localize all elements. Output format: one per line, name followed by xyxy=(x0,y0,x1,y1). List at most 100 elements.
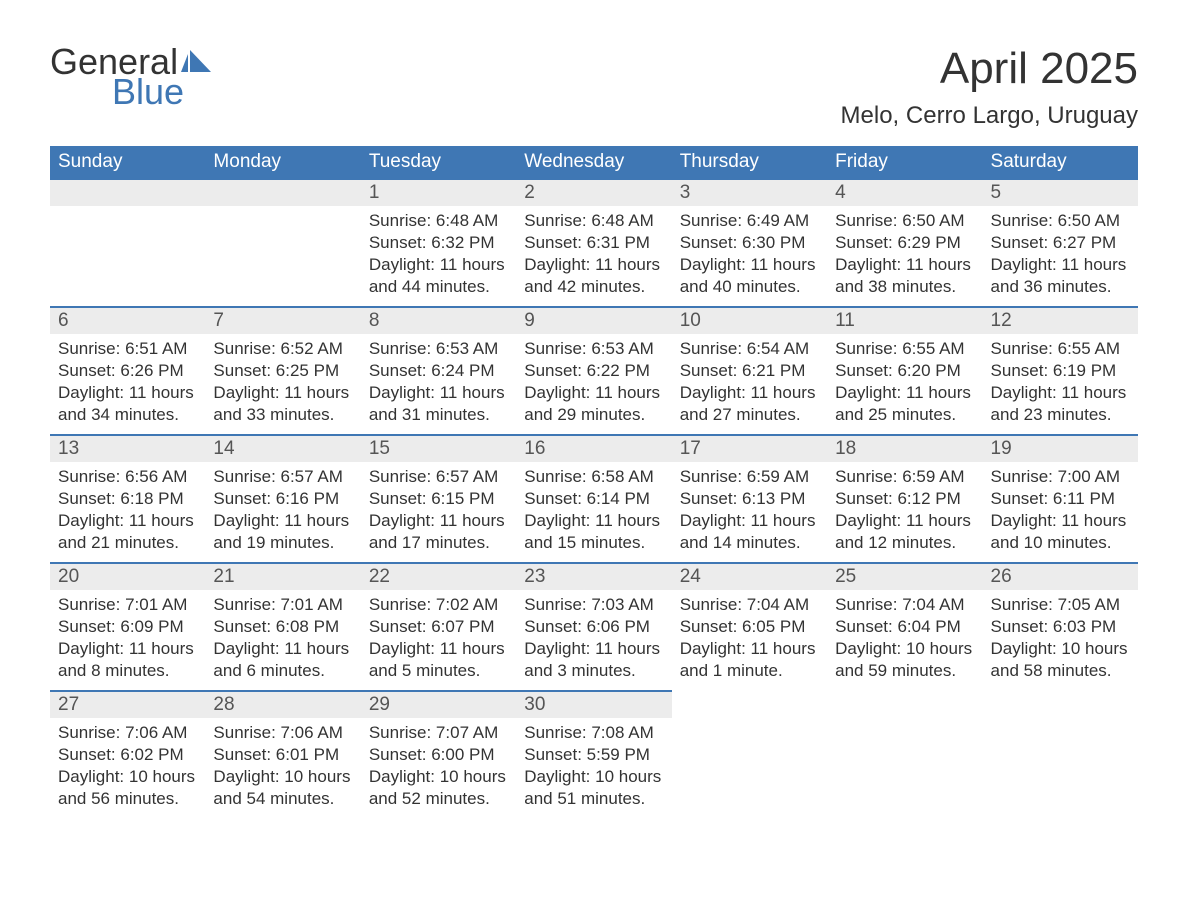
day-body: Sunrise: 6:53 AMSunset: 6:24 PMDaylight:… xyxy=(361,334,516,432)
day-cell: 14Sunrise: 6:57 AMSunset: 6:16 PMDayligh… xyxy=(205,435,360,563)
day-header: Monday xyxy=(205,146,360,179)
day-number: 17 xyxy=(672,436,827,462)
day-body: Sunrise: 7:08 AMSunset: 5:59 PMDaylight:… xyxy=(516,718,671,816)
sunrise-line: Sunrise: 7:02 AM xyxy=(369,594,508,616)
day-number: 25 xyxy=(827,564,982,590)
day-cell: 18Sunrise: 6:59 AMSunset: 6:12 PMDayligh… xyxy=(827,435,982,563)
day-body: Sunrise: 7:06 AMSunset: 6:02 PMDaylight:… xyxy=(50,718,205,816)
day-header: Friday xyxy=(827,146,982,179)
sunrise-line: Sunrise: 6:49 AM xyxy=(680,210,819,232)
sunrise-line: Sunrise: 6:56 AM xyxy=(58,466,197,488)
sunrise-line: Sunrise: 7:03 AM xyxy=(524,594,663,616)
day-body: Sunrise: 7:05 AMSunset: 6:03 PMDaylight:… xyxy=(983,590,1138,688)
day-body: Sunrise: 6:55 AMSunset: 6:19 PMDaylight:… xyxy=(983,334,1138,432)
day-header-row: Sunday Monday Tuesday Wednesday Thursday… xyxy=(50,146,1138,179)
daylight-line: Daylight: 11 hours and 36 minutes. xyxy=(991,254,1130,298)
day-cell: 29Sunrise: 7:07 AMSunset: 6:00 PMDayligh… xyxy=(361,691,516,819)
day-number: 6 xyxy=(50,308,205,334)
sunset-line: Sunset: 6:27 PM xyxy=(991,232,1130,254)
sunset-line: Sunset: 6:09 PM xyxy=(58,616,197,638)
day-cell: 20 Sunrise: 7:01 AMSunset: 6:09 PMDayligh… xyxy=(50,563,205,691)
day-number: 20 xyxy=(50,564,205,590)
day-cell: 24Sunrise: 7:04 AMSunset: 6:05 PMDayligh… xyxy=(672,563,827,691)
sunrise-line: Sunrise: 6:57 AM xyxy=(213,466,352,488)
day-body: Sunrise: 6:56 AMSunset: 6:18 PMDaylight:… xyxy=(50,462,205,560)
daylight-line: Daylight: 11 hours and 34 minutes. xyxy=(58,382,197,426)
daylight-line: Daylight: 11 hours and 40 minutes. xyxy=(680,254,819,298)
day-body: Sunrise: 6:55 AMSunset: 6:20 PMDaylight:… xyxy=(827,334,982,432)
day-body: Sunrise: 6:59 AMSunset: 6:12 PMDaylight:… xyxy=(827,462,982,560)
sunset-line: Sunset: 6:08 PM xyxy=(213,616,352,638)
day-number: 27 xyxy=(50,692,205,718)
sunrise-line: Sunrise: 7:04 AM xyxy=(680,594,819,616)
day-number: 9 xyxy=(516,308,671,334)
sunrise-line: Sunrise: 6:59 AM xyxy=(680,466,819,488)
day-cell xyxy=(50,179,205,307)
daylight-line: Daylight: 10 hours and 51 minutes. xyxy=(524,766,663,810)
day-body: Sunrise: 6:51 AMSunset: 6:26 PMDaylight:… xyxy=(50,334,205,432)
day-number: 23 xyxy=(516,564,671,590)
daylight-line: Daylight: 10 hours and 58 minutes. xyxy=(991,638,1130,682)
day-cell: 11Sunrise: 6:55 AMSunset: 6:20 PMDayligh… xyxy=(827,307,982,435)
day-number: 14 xyxy=(205,436,360,462)
day-body: Sunrise: 7:03 AMSunset: 6:06 PMDaylight:… xyxy=(516,590,671,688)
day-number: 19 xyxy=(983,436,1138,462)
day-number: 16 xyxy=(516,436,671,462)
day-number: 21 xyxy=(205,564,360,590)
day-cell: 4Sunrise: 6:50 AMSunset: 6:29 PMDaylight… xyxy=(827,179,982,307)
daylight-line: Daylight: 11 hours and 17 minutes. xyxy=(369,510,508,554)
sunrise-line: Sunrise: 6:53 AM xyxy=(524,338,663,360)
day-body: Sunrise: 6:48 AMSunset: 6:32 PMDaylight:… xyxy=(361,206,516,304)
day-body: Sunrise: 6:53 AMSunset: 6:22 PMDaylight:… xyxy=(516,334,671,432)
day-number: 7 xyxy=(205,308,360,334)
sunrise-line: Sunrise: 6:53 AM xyxy=(369,338,508,360)
sunset-line: Sunset: 6:25 PM xyxy=(213,360,352,382)
day-cell: 26Sunrise: 7:05 AMSunset: 6:03 PMDayligh… xyxy=(983,563,1138,691)
sunrise-line: Sunrise: 7:01 AM xyxy=(58,594,197,616)
day-cell: 5Sunrise: 6:50 AMSunset: 6:27 PMDaylight… xyxy=(983,179,1138,307)
daylight-line: Daylight: 11 hours and 31 minutes. xyxy=(369,382,508,426)
daylight-line: Daylight: 11 hours and 44 minutes. xyxy=(369,254,508,298)
sunset-line: Sunset: 6:06 PM xyxy=(524,616,663,638)
daylight-line: Daylight: 10 hours and 52 minutes. xyxy=(369,766,508,810)
day-body: Sunrise: 7:04 AMSunset: 6:04 PMDaylight:… xyxy=(827,590,982,688)
daylight-line: Daylight: 11 hours and 12 minutes. xyxy=(835,510,974,554)
day-number: 3 xyxy=(672,180,827,206)
sunset-line: Sunset: 6:13 PM xyxy=(680,488,819,510)
day-body: Sunrise: 6:59 AMSunset: 6:13 PMDaylight:… xyxy=(672,462,827,560)
sunset-line: Sunset: 6:21 PM xyxy=(680,360,819,382)
logo-word2: Blue xyxy=(112,74,213,110)
day-number-empty xyxy=(50,180,205,206)
daylight-line: Daylight: 11 hours and 5 minutes. xyxy=(369,638,508,682)
day-cell: 3Sunrise: 6:49 AMSunset: 6:30 PMDaylight… xyxy=(672,179,827,307)
sunrise-line: Sunrise: 7:00 AM xyxy=(991,466,1130,488)
daylight-line: Daylight: 11 hours and 25 minutes. xyxy=(835,382,974,426)
day-cell: 19 Sunrise: 7:00 AMSunset: 6:11 PMDayligh… xyxy=(983,435,1138,563)
daylight-line: Daylight: 11 hours and 14 minutes. xyxy=(680,510,819,554)
sunrise-line: Sunrise: 7:04 AM xyxy=(835,594,974,616)
day-body: Sunrise: 6:50 AMSunset: 6:27 PMDaylight:… xyxy=(983,206,1138,304)
sunset-line: Sunset: 6:03 PM xyxy=(991,616,1130,638)
day-number: 24 xyxy=(672,564,827,590)
sunset-line: Sunset: 6:26 PM xyxy=(58,360,197,382)
day-cell: 15Sunrise: 6:57 AMSunset: 6:15 PMDayligh… xyxy=(361,435,516,563)
sunset-line: Sunset: 6:19 PM xyxy=(991,360,1130,382)
daylight-line: Daylight: 10 hours and 56 minutes. xyxy=(58,766,197,810)
daylight-line: Daylight: 11 hours and 23 minutes. xyxy=(991,382,1130,426)
daylight-line: Daylight: 11 hours and 8 minutes. xyxy=(58,638,197,682)
day-cell xyxy=(672,691,827,819)
daylight-line: Daylight: 10 hours and 59 minutes. xyxy=(835,638,974,682)
sunset-line: Sunset: 6:11 PM xyxy=(991,488,1130,510)
day-header: Wednesday xyxy=(516,146,671,179)
day-body: Sunrise: 6:57 AMSunset: 6:15 PMDaylight:… xyxy=(361,462,516,560)
sunset-line: Sunset: 6:15 PM xyxy=(369,488,508,510)
sunset-line: Sunset: 6:02 PM xyxy=(58,744,197,766)
week-row: 13Sunrise: 6:56 AMSunset: 6:18 PMDayligh… xyxy=(50,435,1138,563)
daylight-line: Daylight: 11 hours and 27 minutes. xyxy=(680,382,819,426)
day-number: 18 xyxy=(827,436,982,462)
day-number: 29 xyxy=(361,692,516,718)
day-cell: 12Sunrise: 6:55 AMSunset: 6:19 PMDayligh… xyxy=(983,307,1138,435)
daylight-line: Daylight: 11 hours and 10 minutes. xyxy=(991,510,1130,554)
day-cell: 27Sunrise: 7:06 AMSunset: 6:02 PMDayligh… xyxy=(50,691,205,819)
logo: General Blue xyxy=(50,44,213,110)
